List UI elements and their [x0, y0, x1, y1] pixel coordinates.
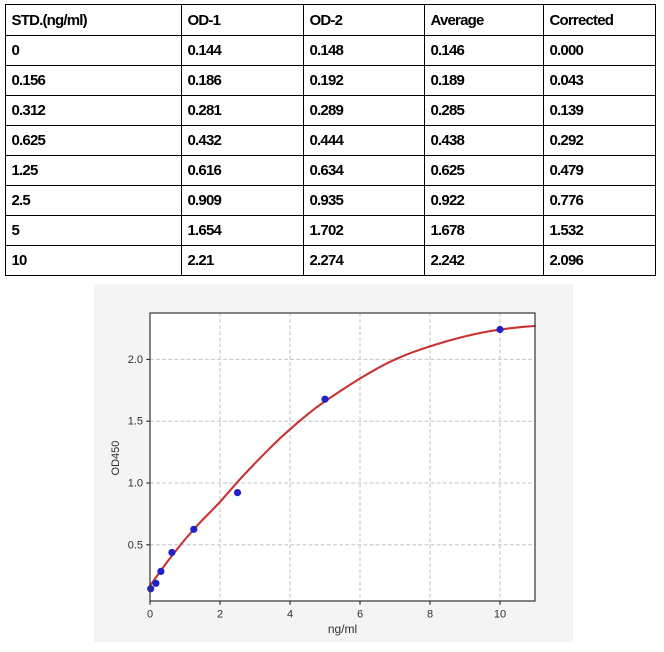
svg-text:ng/ml: ng/ml — [328, 622, 357, 636]
svg-text:0.5: 0.5 — [128, 539, 143, 551]
svg-text:2: 2 — [217, 609, 223, 621]
svg-text:4: 4 — [287, 609, 293, 621]
svg-text:0: 0 — [147, 609, 153, 621]
svg-text:10: 10 — [494, 609, 506, 621]
svg-text:1.5: 1.5 — [128, 416, 143, 428]
svg-text:2.0: 2.0 — [128, 354, 143, 366]
svg-text:8: 8 — [427, 609, 433, 621]
svg-text:OD450: OD450 — [110, 441, 122, 476]
svg-text:1.0: 1.0 — [128, 478, 143, 490]
svg-text:6: 6 — [357, 609, 363, 621]
